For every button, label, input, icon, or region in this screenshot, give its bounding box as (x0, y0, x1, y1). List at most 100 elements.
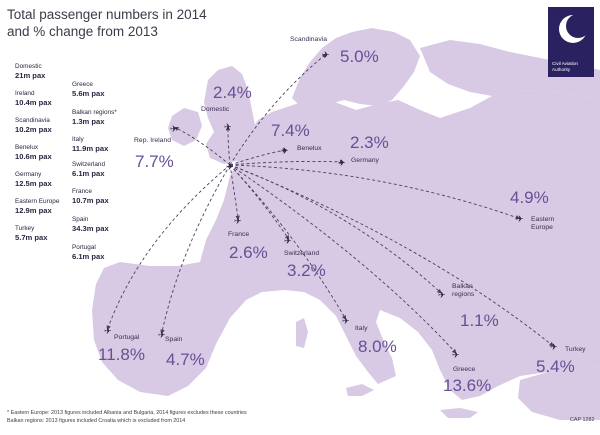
plane-icon: ✈ (322, 51, 330, 61)
dest-label-switzerland: Switzerland (284, 250, 320, 257)
dest-label-benelux: Benelux (297, 145, 322, 152)
stat-label: Italy (72, 136, 84, 143)
dest-label-eastern-europe: Eastern Europe (531, 216, 555, 231)
route-scandinavia (229, 53, 327, 166)
stat-label: Greece (72, 81, 93, 88)
footnote-eastern-europe: * Eastern Europe: 2013 figures included … (7, 410, 247, 416)
stat-scandinavia: Scandinavia 10.2m pax (15, 117, 52, 134)
land-great-britain (204, 66, 256, 164)
stat-value: 5.7m pax (15, 233, 48, 242)
stat-germany: Germany 12.5m pax (15, 171, 52, 188)
logo-line-2: Authority (552, 67, 571, 72)
dest-label-spain: Spain (165, 336, 183, 343)
dest-label-domestic: Domestic (201, 106, 230, 113)
stat-turkey: Turkey 5.7m pax (15, 225, 48, 242)
stat-label: Germany (15, 171, 42, 178)
dest-label-italy: Italy (355, 325, 368, 332)
land-crete (440, 408, 478, 418)
stat-value: 34.3m pax (72, 224, 109, 233)
stat-value: 10.6m pax (15, 152, 52, 161)
footnote-balkans: Balkan regions: 2013 figures included Cr… (7, 418, 186, 424)
stat-value: 10.7m pax (72, 196, 109, 205)
stat-greece: Greece 5.6m pax (72, 81, 105, 98)
route-balkans (229, 164, 442, 294)
plane-icon: ✈ (234, 217, 242, 227)
stat-label: Eastern Europe (15, 198, 60, 205)
dest-label-ireland: Rep. Ireland (134, 137, 172, 144)
stat-value: 1.3m pax (72, 117, 105, 126)
title-line-1: Total passenger numbers in 2014 (7, 7, 207, 22)
stat-value: 12.9m pax (15, 206, 52, 215)
plane-icon: ✈ (550, 343, 558, 353)
land-ireland (168, 108, 202, 146)
dest-label-greece: Greece (453, 366, 476, 373)
stat-italy: Italy 11.9m pax (72, 136, 108, 153)
dest-change-ireland: 7.7% (135, 152, 174, 171)
caa-crescent-logo-icon (559, 14, 590, 43)
dest-label-balkans: Balkan regions (452, 283, 475, 298)
land-sicily (346, 384, 374, 396)
stat-label: Switzerland (72, 161, 106, 168)
map-title: Total passenger numbers in 2014 and % ch… (7, 6, 207, 40)
route-benelux (229, 148, 288, 166)
plane-icon: ✈ (338, 159, 346, 169)
plane-icon: ✈ (158, 331, 166, 341)
stat-portugal: Portugal 6.1m pax (72, 244, 105, 261)
route-switzerland (229, 164, 290, 240)
stat-france: France 10.7m pax (72, 188, 109, 205)
dest-change-benelux: 7.4% (271, 121, 310, 140)
dest-label-germany: Germany (351, 157, 379, 164)
stat-value: 10.2m pax (15, 125, 52, 134)
stat-label: Portugal (72, 244, 96, 251)
caa-logo: Civil Aviation Authority (548, 7, 594, 77)
stat-label: Turkey (15, 225, 35, 232)
stat-label: Domestic (15, 63, 42, 70)
land-scandinavia (292, 28, 420, 108)
stat-label: France (72, 188, 92, 195)
stat-label: Spain (72, 216, 89, 223)
dest-change-balkans: 1.1% (460, 311, 499, 330)
logo-line-1: Civil Aviation (552, 61, 578, 66)
logo-text: Civil Aviation Authority (552, 61, 578, 73)
dest-label-france: France (228, 231, 250, 238)
route-ireland (173, 126, 231, 166)
route-spain (160, 164, 231, 335)
plane-icon: ✈ (281, 147, 289, 157)
plane-icon: ✈ (452, 351, 460, 361)
stat-label: Benelux (15, 144, 39, 151)
dest-label-scandinavia: Scandinavia (290, 36, 328, 43)
dest-change-eastern-europe: 4.9% (510, 188, 549, 207)
stat-label: Balkan regions* (72, 109, 117, 116)
dest-change-switzerland: 3.2% (287, 261, 326, 280)
plane-icon: ✈ (342, 317, 350, 327)
plane-icon: ✈ (170, 125, 178, 135)
plane-icon: ✈ (516, 215, 524, 225)
dest-change-turkey: 5.4% (536, 357, 575, 376)
dest-label-turkey: Turkey (565, 346, 586, 353)
plane-icon: ✈ (104, 327, 112, 337)
route-italy (229, 164, 347, 320)
plane-icon: ✈ (438, 291, 446, 301)
route-greece (229, 164, 457, 354)
route-eastern-europe (229, 164, 521, 220)
land-sardinia (296, 318, 308, 348)
stat-value: 12.5m pax (15, 179, 52, 188)
dest-change-france: 2.6% (229, 243, 268, 262)
stat-eastern-europe: Eastern Europe 12.9m pax (15, 198, 59, 215)
route-germany (229, 159, 345, 166)
dest-label-portugal: Portugal (114, 334, 140, 341)
route-portugal (106, 164, 231, 331)
stat-value: 6.1m pax (72, 169, 105, 178)
stat-benelux: Benelux 10.6m pax (15, 144, 52, 161)
land-anatolia (518, 366, 600, 420)
stat-label: Ireland (15, 90, 35, 97)
plane-icon: ✈ (284, 237, 292, 247)
title-line-2: and % change from 2013 (7, 24, 158, 39)
plane-icon: ✈ (226, 163, 234, 173)
stat-value: 6.1m pax (72, 252, 105, 261)
route-turkey (229, 164, 554, 347)
land-northeast (420, 40, 600, 100)
stat-value: 10.4m pax (15, 98, 52, 107)
dest-change-italy: 8.0% (358, 337, 397, 356)
